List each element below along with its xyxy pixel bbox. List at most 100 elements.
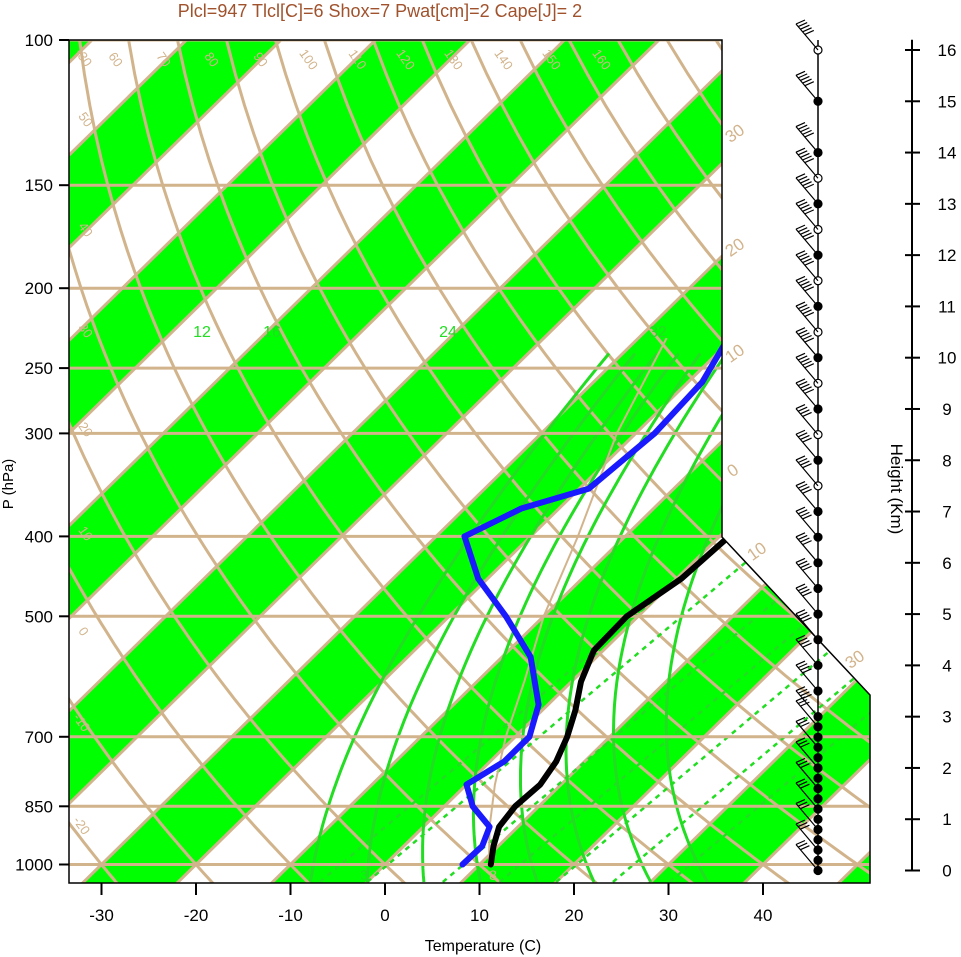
y-tick-label: 250 [25, 359, 53, 378]
wind-barb-feather [797, 406, 808, 412]
wind-barb-feather [795, 19, 806, 25]
wind-barb-shaft [795, 741, 819, 769]
wind-barb-shaft [795, 177, 819, 205]
wind-barb-feather [802, 693, 812, 700]
wind-level-marker [813, 835, 823, 845]
isotherm-line [443, 40, 870, 883]
wind-barb-shaft [795, 305, 819, 333]
wind-barb-feather [804, 183, 815, 189]
wind-barb-feather [802, 463, 812, 469]
wind-barb-feather [800, 178, 810, 184]
wind-barb-feather [804, 234, 815, 241]
wind-barb-feather [800, 804, 810, 810]
x-axis-label: Temperature (C) [425, 938, 541, 955]
wind-barb-feather [802, 411, 812, 417]
wind-barb-feather [804, 81, 815, 87]
wind-barb-feather [800, 255, 810, 261]
wind-barb-feather [800, 614, 810, 620]
saturation-adiabat-line [309, 352, 611, 883]
wind-barb-feather [795, 275, 806, 281]
height-tick-label: 3 [942, 708, 951, 727]
isotherm-label-right: 20 [722, 234, 748, 260]
isotherm-label: 50 [75, 109, 96, 129]
wind-barb-feather [802, 514, 812, 520]
wind-barb-feather [800, 152, 810, 158]
x-tick-label: 10 [470, 906, 489, 925]
wind-barb-feather [802, 206, 812, 212]
wind-barb-feather [797, 698, 808, 705]
height-tick-label: 7 [942, 503, 951, 522]
dry-adiabat-line [322, 40, 870, 883]
wind-barb-feather [795, 352, 806, 358]
wind-barb-feather [795, 250, 806, 256]
wind-barb-feather [800, 383, 810, 389]
wind-barb-shaft [795, 844, 819, 871]
wind-barb-feather [800, 722, 810, 728]
wind-barb-feather [802, 386, 812, 392]
isotherm-line [69, 40, 396, 883]
wind-barb-feather [800, 281, 810, 287]
height-tick-label: 2 [942, 759, 951, 778]
wind-barb-feather [797, 760, 808, 766]
height-tick-label: 0 [942, 862, 951, 881]
y-tick-label: 300 [25, 424, 53, 443]
wind-barb-feather [802, 78, 812, 84]
temperature-band [69, 40, 489, 883]
wind-barb-feather [800, 486, 810, 492]
isotherm-line [160, 40, 870, 883]
wind-barb-feather [795, 224, 806, 230]
height-tick-label: 4 [942, 656, 951, 675]
wind-level-marker [813, 794, 823, 804]
wind-barb-feather [802, 488, 812, 494]
x-tick-label: 30 [659, 906, 678, 925]
height-tick-label: 1 [942, 810, 951, 829]
wind-barb-shaft [795, 587, 819, 615]
wind-barb-feather [797, 252, 808, 258]
y-tick-label: 500 [25, 607, 53, 626]
wind-barb-feather [797, 22, 808, 28]
temperature-series-line [487, 77, 870, 868]
wind-barb-feather [800, 537, 810, 543]
wind-barb-feather [795, 480, 806, 487]
wind-barb-feather [795, 686, 806, 692]
isotherm-label: 30 [75, 320, 96, 340]
wind-barb-feather [795, 839, 806, 846]
y-tick-label: 200 [25, 279, 53, 298]
dry-adiabat-line [127, 40, 714, 883]
adiabat-label: 90 [250, 49, 271, 69]
wind-barb-feather [795, 327, 806, 333]
isotherm-label-right: 0 [724, 460, 743, 481]
x-tick-label: -30 [89, 906, 114, 925]
height-tick-label: 16 [938, 41, 957, 60]
wind-barb-feather [795, 557, 806, 564]
wind-barb-feather [795, 122, 806, 128]
wind-barb-shaft [795, 459, 819, 487]
saturation-adiabat-line [611, 352, 763, 883]
wind-barb-feather [804, 311, 815, 317]
wind-barb-feather [804, 29, 815, 35]
height-tick-label: 9 [942, 400, 951, 419]
wind-level-marker [813, 855, 823, 865]
wind-barb-feather [800, 742, 810, 748]
wind-barb-shaft [795, 782, 819, 810]
dry-adiabat-line [371, 40, 870, 883]
height-tick-label: 13 [938, 195, 957, 214]
wind-barb-feather [797, 150, 808, 156]
wind-barb-feather [797, 801, 808, 807]
parcel-path-line [487, 337, 668, 865]
wind-barb-feather [802, 642, 812, 648]
wind-barb-feather [800, 588, 810, 594]
isotherm-label-right: 30 [722, 120, 748, 146]
wind-barb-feather [795, 737, 806, 743]
saturation-adiabat-line [421, 352, 658, 883]
wind-barb-feather [797, 842, 808, 848]
wind-barb-feather [795, 147, 806, 153]
x-tick-label: 0 [380, 906, 389, 925]
height-tick-label: 15 [938, 92, 957, 111]
y-tick-label: 850 [25, 797, 53, 816]
isotherm-label-right: 10 [722, 340, 748, 366]
wind-barb-feather [802, 437, 812, 443]
wind-barb-shaft [795, 664, 819, 692]
dry-adiabat-line [273, 40, 870, 883]
